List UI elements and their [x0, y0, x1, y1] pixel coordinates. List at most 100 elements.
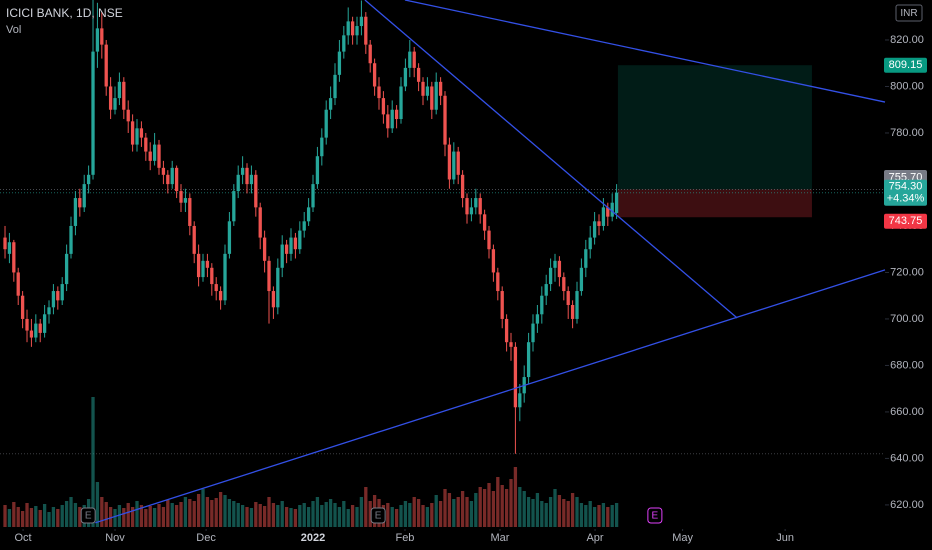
stop-zone: [617, 189, 812, 218]
candle-body: [579, 267, 584, 292]
volume-bar: [276, 505, 280, 527]
volume-bar: [271, 503, 276, 527]
currency: INR: [900, 8, 917, 19]
candle-body: [148, 151, 152, 161]
candle-body: [108, 86, 113, 110]
candle-body: [504, 318, 509, 343]
candle-body: [311, 184, 315, 208]
volume-bar: [601, 503, 606, 527]
event-label: E: [652, 511, 659, 522]
candle-body: [324, 109, 328, 138]
y-tick-label: 640.00: [890, 452, 924, 464]
volume-bar: [465, 497, 469, 527]
currency-box: [895, 4, 923, 22]
volume-bar: [456, 497, 460, 527]
volume-bar: [509, 479, 513, 527]
candle-body: [188, 198, 192, 226]
candle-body: [56, 291, 60, 301]
candle-body: [544, 284, 548, 296]
volume-bar: [553, 489, 557, 527]
candle-body: [588, 237, 592, 250]
candle-body: [421, 81, 425, 96]
volume-bar: [368, 501, 372, 527]
candle-body: [390, 109, 394, 129]
x-tick-label: Mar: [491, 532, 510, 544]
candle-body: [368, 44, 372, 64]
candle-body: [144, 137, 148, 152]
candle-body: [350, 21, 355, 36]
candle-body: [531, 323, 535, 343]
candle-body: [86, 174, 91, 185]
x-tick-label: Feb: [395, 532, 414, 544]
y-tick-label: 800.00: [890, 80, 924, 92]
volume-bar: [262, 506, 267, 527]
volume-bar: [227, 499, 232, 527]
volume-bar: [390, 507, 394, 527]
volume-bar: [117, 505, 122, 527]
candle-body: [51, 291, 56, 308]
volume-bar: [355, 507, 359, 527]
trend-line: [95, 269, 886, 524]
volume-bar: [152, 508, 157, 527]
candle-body: [456, 151, 460, 175]
candle-body: [315, 156, 320, 185]
volume-bar: [42, 504, 47, 527]
candle-body: [372, 63, 377, 87]
volume-bar: [38, 510, 42, 527]
volume-bar: [302, 503, 306, 527]
volume-bar: [161, 507, 166, 527]
candle-body: [262, 237, 267, 261]
candle-body: [25, 318, 29, 331]
volume-bar: [179, 502, 183, 527]
candle-body: [333, 74, 337, 99]
x-tick-label: 2022: [301, 532, 325, 544]
candle-body: [302, 221, 306, 231]
volume-bar: [557, 495, 562, 527]
volume-bar: [333, 503, 337, 527]
candle-body: [337, 51, 342, 75]
candle-body: [513, 346, 518, 408]
candle-body: [104, 44, 108, 87]
candle-body: [478, 198, 482, 215]
candle-body: [47, 307, 51, 315]
candle-body: [174, 167, 179, 192]
volume-bar: [306, 507, 311, 527]
candle-body: [518, 393, 522, 408]
candle-body: [474, 198, 478, 208]
candle-body: [584, 249, 588, 268]
volume-bar: [201, 489, 205, 527]
candle-body: [570, 304, 575, 319]
candle-body: [280, 244, 284, 268]
volume-bar: [51, 507, 56, 527]
candle-body: [416, 67, 421, 82]
volume-bar: [267, 497, 271, 527]
candle-body: [38, 323, 42, 333]
x-tick-label: May: [672, 532, 693, 544]
candle-body: [29, 330, 34, 338]
candle-body: [113, 98, 117, 110]
candle-body: [381, 98, 386, 115]
candle-body: [460, 174, 465, 199]
volume-bar: [337, 507, 342, 527]
volume-bar: [170, 503, 174, 527]
volume-bar: [412, 497, 416, 527]
volume-bar: [544, 503, 548, 527]
volume-bar: [298, 505, 302, 527]
volume-bar: [311, 501, 315, 527]
candle-body: [271, 291, 276, 308]
candle-body: [218, 291, 223, 301]
candle-body: [447, 144, 452, 180]
volume-bar: [443, 489, 447, 527]
volume-bar: [130, 507, 135, 527]
candle-body: [289, 237, 293, 254]
volume-bar: [570, 493, 575, 527]
volume-bar: [144, 509, 148, 527]
trend-line: [364, 0, 738, 319]
volume-label: Vol: [6, 24, 21, 36]
y-tick-label: 660.00: [890, 406, 924, 418]
volume-bar: [293, 509, 298, 527]
volume-bar: [113, 509, 117, 527]
candle-body: [377, 86, 381, 99]
volume-bar: [342, 501, 346, 527]
